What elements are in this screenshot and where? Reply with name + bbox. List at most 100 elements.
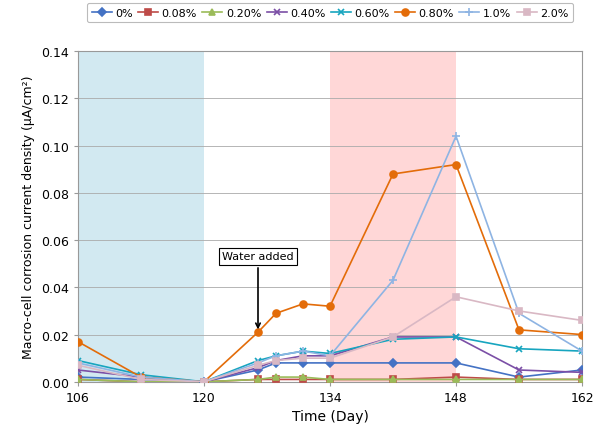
Y-axis label: Macro-cell corrosion current density (μA/cm²): Macro-cell corrosion current density (μA… bbox=[22, 76, 35, 358]
0.08% bbox=[515, 377, 523, 382]
2.0% bbox=[74, 363, 82, 368]
1.0% bbox=[578, 349, 586, 354]
0.08% bbox=[326, 377, 334, 382]
0.60% bbox=[74, 358, 82, 363]
1.0% bbox=[74, 361, 82, 366]
X-axis label: Time (Day): Time (Day) bbox=[292, 409, 368, 424]
0% bbox=[254, 368, 262, 373]
0.40% bbox=[515, 368, 523, 373]
Line: 0%: 0% bbox=[75, 360, 585, 385]
1.0% bbox=[326, 353, 334, 358]
Text: Water added: Water added bbox=[222, 252, 294, 328]
1.0% bbox=[254, 361, 262, 366]
0.08% bbox=[200, 379, 208, 385]
0.20% bbox=[254, 377, 262, 382]
1.0% bbox=[272, 353, 280, 358]
Line: 0.80%: 0.80% bbox=[74, 162, 586, 385]
2.0% bbox=[137, 377, 145, 382]
1.0% bbox=[200, 379, 208, 385]
0.80% bbox=[200, 379, 208, 385]
0.80% bbox=[578, 332, 586, 337]
2.0% bbox=[452, 295, 460, 300]
0.60% bbox=[254, 358, 262, 363]
Line: 1.0%: 1.0% bbox=[74, 133, 586, 386]
1.0% bbox=[299, 349, 307, 354]
0.20% bbox=[137, 379, 145, 385]
0.20% bbox=[578, 377, 586, 382]
2.0% bbox=[515, 309, 523, 314]
1.0% bbox=[389, 278, 397, 283]
Line: 0.40%: 0.40% bbox=[74, 334, 586, 385]
0% bbox=[137, 377, 145, 382]
0.08% bbox=[299, 377, 307, 382]
2.0% bbox=[254, 363, 262, 368]
0.40% bbox=[200, 379, 208, 385]
0.20% bbox=[515, 377, 523, 382]
0.08% bbox=[389, 377, 397, 382]
2.0% bbox=[326, 356, 334, 361]
0.20% bbox=[389, 377, 397, 382]
1.0% bbox=[515, 311, 523, 316]
0% bbox=[326, 361, 334, 366]
0.08% bbox=[254, 377, 262, 382]
0.40% bbox=[452, 335, 460, 340]
1.0% bbox=[137, 375, 145, 380]
0.20% bbox=[272, 375, 280, 380]
0.20% bbox=[326, 377, 334, 382]
0.60% bbox=[299, 349, 307, 354]
0.60% bbox=[272, 353, 280, 358]
0.80% bbox=[326, 304, 334, 309]
0.20% bbox=[299, 375, 307, 380]
0.80% bbox=[254, 330, 262, 335]
0.40% bbox=[578, 370, 586, 375]
2.0% bbox=[389, 335, 397, 340]
0% bbox=[389, 361, 397, 366]
0.20% bbox=[452, 377, 460, 382]
0.60% bbox=[578, 349, 586, 354]
0.40% bbox=[299, 353, 307, 358]
0.60% bbox=[515, 346, 523, 352]
Bar bbox=[330, 52, 456, 382]
0.60% bbox=[137, 372, 145, 378]
0.80% bbox=[452, 163, 460, 168]
0.40% bbox=[272, 358, 280, 363]
2.0% bbox=[272, 358, 280, 363]
Line: 2.0%: 2.0% bbox=[75, 294, 585, 385]
0.40% bbox=[137, 375, 145, 380]
0.40% bbox=[254, 365, 262, 370]
0.60% bbox=[452, 335, 460, 340]
Legend: 0%, 0.08%, 0.20%, 0.40%, 0.60%, 0.80%, 1.0%, 2.0%: 0%, 0.08%, 0.20%, 0.40%, 0.60%, 0.80%, 1… bbox=[87, 4, 573, 23]
0.80% bbox=[299, 302, 307, 307]
0.08% bbox=[74, 377, 82, 382]
0% bbox=[272, 361, 280, 366]
Bar bbox=[78, 52, 204, 382]
0.08% bbox=[578, 377, 586, 382]
0.60% bbox=[200, 379, 208, 385]
0% bbox=[299, 361, 307, 366]
0.20% bbox=[200, 379, 208, 385]
0% bbox=[515, 375, 523, 380]
0.40% bbox=[389, 335, 397, 340]
0.40% bbox=[326, 353, 334, 358]
Line: 0.20%: 0.20% bbox=[75, 375, 585, 385]
0% bbox=[578, 368, 586, 373]
0.80% bbox=[137, 375, 145, 380]
0.08% bbox=[272, 377, 280, 382]
0% bbox=[452, 361, 460, 366]
2.0% bbox=[578, 318, 586, 323]
0.08% bbox=[137, 379, 145, 385]
0.40% bbox=[74, 368, 82, 373]
0.08% bbox=[452, 375, 460, 380]
2.0% bbox=[200, 379, 208, 385]
0.80% bbox=[515, 328, 523, 333]
Line: 0.08%: 0.08% bbox=[75, 375, 585, 385]
0% bbox=[200, 379, 208, 385]
Line: 0.60%: 0.60% bbox=[74, 334, 586, 385]
2.0% bbox=[299, 356, 307, 361]
0.60% bbox=[389, 337, 397, 342]
0% bbox=[74, 375, 82, 380]
0.60% bbox=[326, 351, 334, 356]
0.80% bbox=[74, 339, 82, 345]
1.0% bbox=[452, 134, 460, 139]
0.80% bbox=[272, 311, 280, 316]
